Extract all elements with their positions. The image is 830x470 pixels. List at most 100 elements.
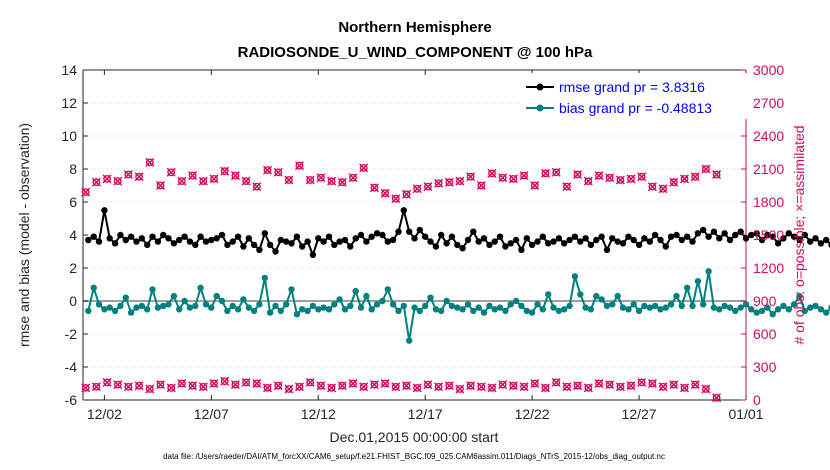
x-tick-label: 12/22	[515, 406, 550, 422]
obs-cross	[712, 170, 722, 179]
bias-point	[411, 304, 418, 311]
obs-cross	[123, 170, 133, 179]
obs-cross	[166, 167, 176, 177]
obs-circle	[210, 379, 218, 388]
obs-cross	[402, 189, 411, 199]
obs assimilated-marker	[241, 377, 251, 387]
bias-point	[807, 304, 814, 311]
bias-point	[250, 307, 258, 315]
bias-point	[625, 306, 632, 313]
rmse-point	[304, 238, 311, 245]
obs possible-marker	[166, 167, 176, 177]
obs-circle	[712, 170, 721, 179]
bias-point	[165, 301, 172, 308]
y-tick-label: 10	[61, 128, 77, 144]
obs-cross	[508, 174, 518, 184]
obs assimilated-marker	[594, 379, 604, 388]
obs-circle	[167, 168, 176, 177]
bias-point	[347, 302, 354, 310]
bias-point	[181, 297, 188, 305]
obs assimilated-marker	[541, 383, 550, 393]
rmse-point	[705, 233, 712, 240]
rmse-point	[181, 233, 188, 240]
rmse-point	[528, 241, 536, 249]
bias-point	[748, 306, 755, 313]
obs possible-marker	[391, 194, 401, 204]
obs-cross	[701, 164, 711, 174]
obs-circle	[145, 385, 154, 393]
obs assimilated-marker	[113, 380, 123, 390]
bias-point	[609, 301, 616, 308]
obs-cross	[123, 382, 133, 392]
bias-point	[550, 304, 557, 311]
bias-point	[229, 302, 236, 310]
obs possible-marker	[369, 183, 379, 193]
obs-cross	[177, 176, 187, 186]
rmse-point	[577, 238, 584, 245]
rmse-point	[667, 233, 675, 240]
obs-cross	[113, 380, 123, 390]
obs possible-marker	[145, 157, 155, 167]
bias-point	[571, 273, 579, 280]
obs-circle	[113, 177, 122, 186]
bias-point	[438, 307, 445, 315]
bias-point	[785, 306, 792, 313]
obs-cross	[295, 161, 304, 171]
obs-circle	[413, 184, 422, 193]
obs-cross	[669, 380, 679, 390]
obs-cross	[423, 380, 433, 390]
obs-circle	[338, 381, 347, 390]
chart-title: Northern Hemisphere	[338, 19, 491, 36]
rmse-point	[122, 236, 129, 244]
rmse-point	[742, 235, 750, 242]
bias-point	[774, 306, 782, 313]
obs-cross	[177, 379, 187, 388]
bias-point	[598, 296, 605, 303]
rmse-point	[566, 236, 573, 244]
obs possible-marker	[327, 176, 337, 186]
obs-circle	[306, 176, 315, 184]
obs-cross	[476, 382, 486, 392]
bias-point	[443, 297, 450, 305]
obs-circle	[648, 379, 657, 388]
obs-circle	[295, 382, 304, 391]
obs-cross	[145, 384, 155, 394]
obs-circle	[220, 167, 229, 176]
obs-cross	[434, 382, 444, 392]
obs-cross	[188, 381, 198, 391]
rmse-point	[475, 238, 482, 245]
obs-circle	[359, 382, 368, 391]
obs assimilated-marker	[81, 383, 91, 393]
obs possible-marker	[188, 171, 198, 181]
bias-point	[721, 302, 728, 310]
obs assimilated-marker	[530, 379, 540, 388]
obs-circle	[637, 172, 646, 181]
obs-circle	[103, 378, 112, 387]
obs-circle	[177, 177, 186, 186]
rmse-point	[630, 236, 637, 244]
obs-cross	[327, 176, 337, 186]
rmse-point	[801, 231, 808, 239]
rmse-point	[106, 235, 113, 242]
bias-point	[293, 311, 301, 318]
obs-circle	[552, 378, 561, 387]
bias-point	[614, 292, 621, 300]
bias-point	[357, 304, 365, 311]
bias-point	[726, 304, 734, 311]
obs possible-marker	[583, 176, 593, 186]
rmse-point	[464, 236, 472, 244]
rmse-point	[823, 236, 830, 244]
y-tick-label: 0	[69, 293, 77, 309]
obs assimilated-marker	[690, 380, 700, 390]
bias-point	[812, 302, 819, 310]
rmse-point	[144, 241, 151, 249]
bias-point	[149, 286, 156, 293]
bias-point	[427, 294, 434, 301]
bias-point	[208, 304, 215, 311]
rmse-point	[807, 238, 814, 245]
obs-circle	[92, 382, 101, 391]
rmse-point	[443, 240, 450, 247]
bias-point	[422, 302, 429, 310]
obs possible-marker	[541, 168, 550, 178]
obs-cross	[263, 383, 272, 393]
